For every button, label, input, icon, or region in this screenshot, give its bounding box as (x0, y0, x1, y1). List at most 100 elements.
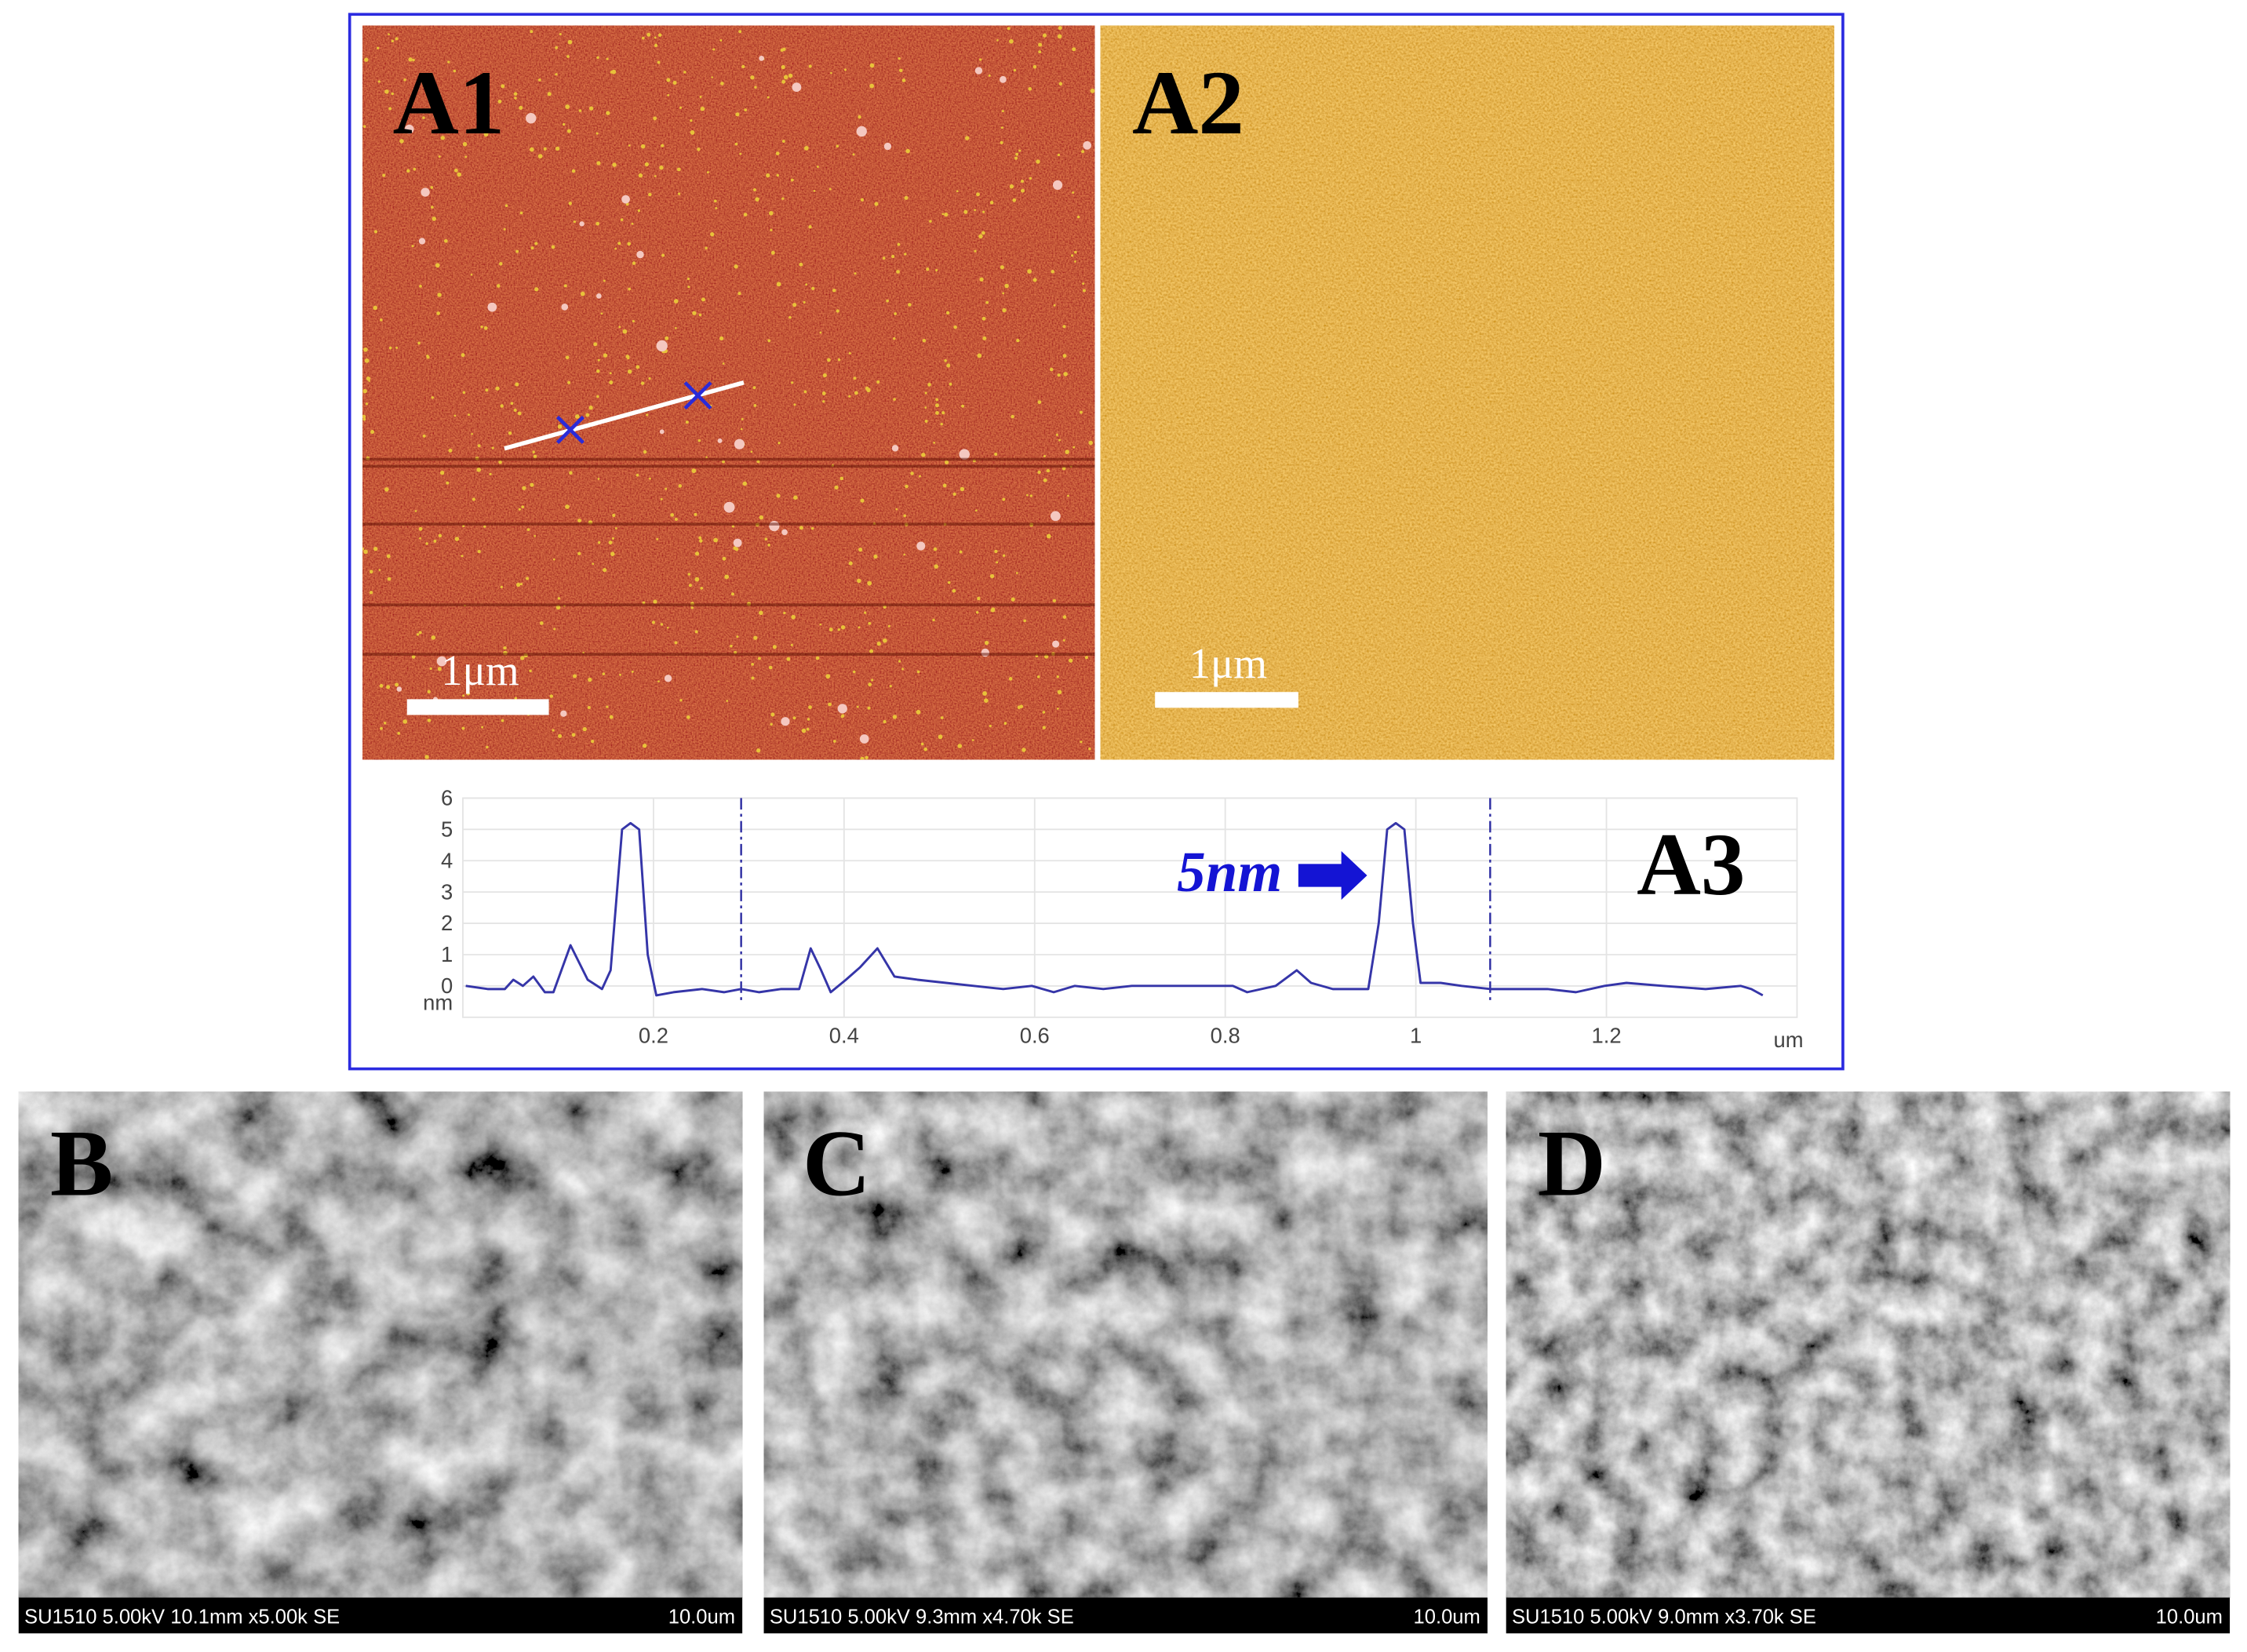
particle (791, 381, 794, 384)
particle (848, 351, 851, 355)
particle (672, 81, 677, 86)
particle (770, 250, 775, 255)
particle (821, 391, 826, 395)
particle (743, 213, 748, 217)
particle (466, 691, 471, 696)
profile-line (465, 821, 1764, 997)
particle (1004, 283, 1009, 289)
arrow (1298, 850, 1368, 901)
particle (431, 635, 436, 640)
particle (810, 527, 814, 530)
particle (580, 291, 585, 297)
particle (982, 691, 988, 696)
particle (627, 242, 632, 246)
particle (698, 539, 703, 543)
particle (1082, 289, 1086, 293)
particle (1002, 497, 1006, 501)
particle (402, 719, 408, 724)
particle (555, 45, 559, 49)
particle (656, 537, 659, 540)
particle (521, 505, 525, 509)
particle (646, 413, 649, 417)
particle (1038, 50, 1042, 54)
particle (1028, 86, 1032, 91)
particle (557, 597, 561, 600)
particle (653, 116, 657, 121)
particle (837, 358, 841, 362)
particle (959, 449, 970, 460)
particle (887, 624, 890, 628)
particle (478, 105, 481, 108)
particle (982, 210, 985, 213)
particle (609, 372, 612, 375)
particle (690, 606, 694, 609)
particle (882, 257, 886, 260)
particle (1051, 269, 1055, 274)
particle (416, 633, 420, 636)
particle (1002, 554, 1006, 557)
particle (553, 628, 556, 631)
particle (679, 106, 683, 109)
particle (941, 213, 945, 216)
sem-image (763, 1091, 1488, 1598)
particle (978, 234, 983, 239)
particle (414, 510, 417, 512)
particle (840, 624, 846, 630)
particle (417, 341, 421, 345)
particle (933, 442, 936, 444)
x-tick-label: 0.6 (1020, 1024, 1050, 1048)
particle (690, 130, 695, 135)
particle (606, 57, 609, 60)
particle (562, 122, 566, 126)
particle (520, 656, 525, 660)
particle (640, 381, 645, 385)
particle (740, 428, 743, 431)
particle (977, 596, 981, 601)
particle (767, 544, 770, 547)
particle (519, 582, 523, 586)
particle (852, 153, 855, 156)
particle (636, 250, 644, 259)
particle (379, 683, 384, 688)
particle (726, 700, 729, 702)
particle (710, 232, 715, 237)
particle (539, 621, 544, 625)
particle (411, 245, 414, 248)
particle (751, 663, 755, 666)
particle (566, 129, 571, 133)
particle (1038, 42, 1043, 47)
particle (565, 355, 570, 360)
particle (597, 358, 600, 362)
particle (622, 329, 628, 334)
particle (436, 656, 447, 667)
particle (858, 626, 861, 629)
particle (365, 402, 369, 406)
particle (974, 509, 978, 512)
particle (679, 698, 683, 702)
particle (799, 262, 803, 267)
particle (781, 529, 788, 536)
particle (380, 726, 383, 730)
particle (775, 151, 780, 155)
particle (792, 303, 797, 307)
particle (362, 388, 367, 394)
particle (942, 483, 947, 488)
particle (477, 550, 481, 554)
particle (759, 515, 764, 520)
particle (480, 326, 483, 329)
particle (635, 365, 640, 369)
particle (674, 326, 677, 329)
particle (713, 199, 717, 203)
particle (573, 220, 577, 224)
particle (854, 272, 857, 275)
particle (963, 209, 968, 214)
particle (793, 495, 798, 500)
particle (631, 670, 634, 673)
particle (1026, 493, 1029, 497)
particle (657, 680, 660, 683)
particle (422, 434, 426, 438)
particle (924, 391, 927, 395)
particle (1015, 152, 1019, 156)
particle (711, 76, 713, 78)
particle (1065, 449, 1069, 454)
